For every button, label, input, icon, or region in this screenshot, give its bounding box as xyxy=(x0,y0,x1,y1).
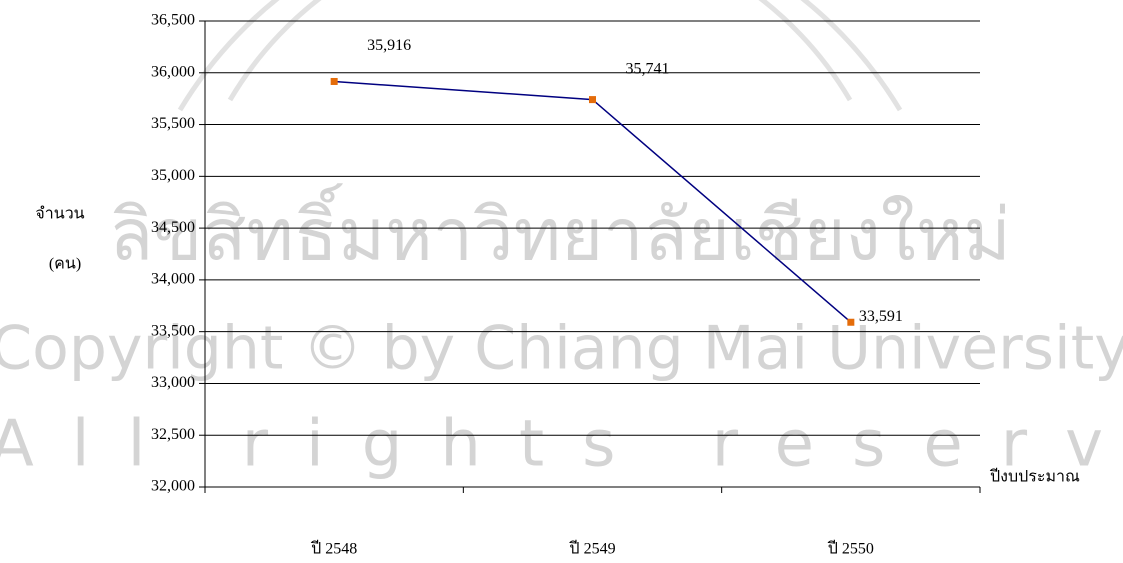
watermark-text: ลิขสิทธิ์มหาวิทยาลัยเชียงใหม่ xyxy=(109,183,1011,277)
x-tick-label: ปี 2548 xyxy=(311,540,358,558)
data-point xyxy=(330,77,338,85)
y-tick-label: 33,500 xyxy=(151,322,195,339)
y-tick-label: 32,500 xyxy=(151,426,195,443)
x-tick-label: ปี 2549 xyxy=(569,540,616,558)
watermark-seal xyxy=(177,0,903,112)
data-label: 33,591 xyxy=(859,308,903,325)
y-axis-label: จำนวน xyxy=(35,206,84,223)
y-tick-label: 34,000 xyxy=(151,271,195,288)
y-tick-label: 34,500 xyxy=(151,219,195,236)
data-label: 35,741 xyxy=(626,60,670,77)
watermark-text: Copyright © by Chiang Mai University xyxy=(0,314,1123,384)
x-axis-label: ปีงบประมาณ xyxy=(990,468,1080,486)
y-tick-label: 36,500 xyxy=(151,12,195,29)
x-tick-label: ปี 2550 xyxy=(827,540,874,558)
y-axis-label: (คน) xyxy=(49,256,81,273)
y-tick-label: 36,000 xyxy=(151,63,195,80)
watermark-text: All rights reserved xyxy=(0,408,1123,482)
y-tick-label: 35,000 xyxy=(151,167,195,184)
y-tick-label: 33,000 xyxy=(151,374,195,391)
data-point xyxy=(589,96,596,104)
data-label: 35,916 xyxy=(367,37,411,54)
y-tick-label: 35,500 xyxy=(151,115,195,132)
data-point xyxy=(847,318,855,326)
y-tick-label: 32,000 xyxy=(151,478,195,495)
